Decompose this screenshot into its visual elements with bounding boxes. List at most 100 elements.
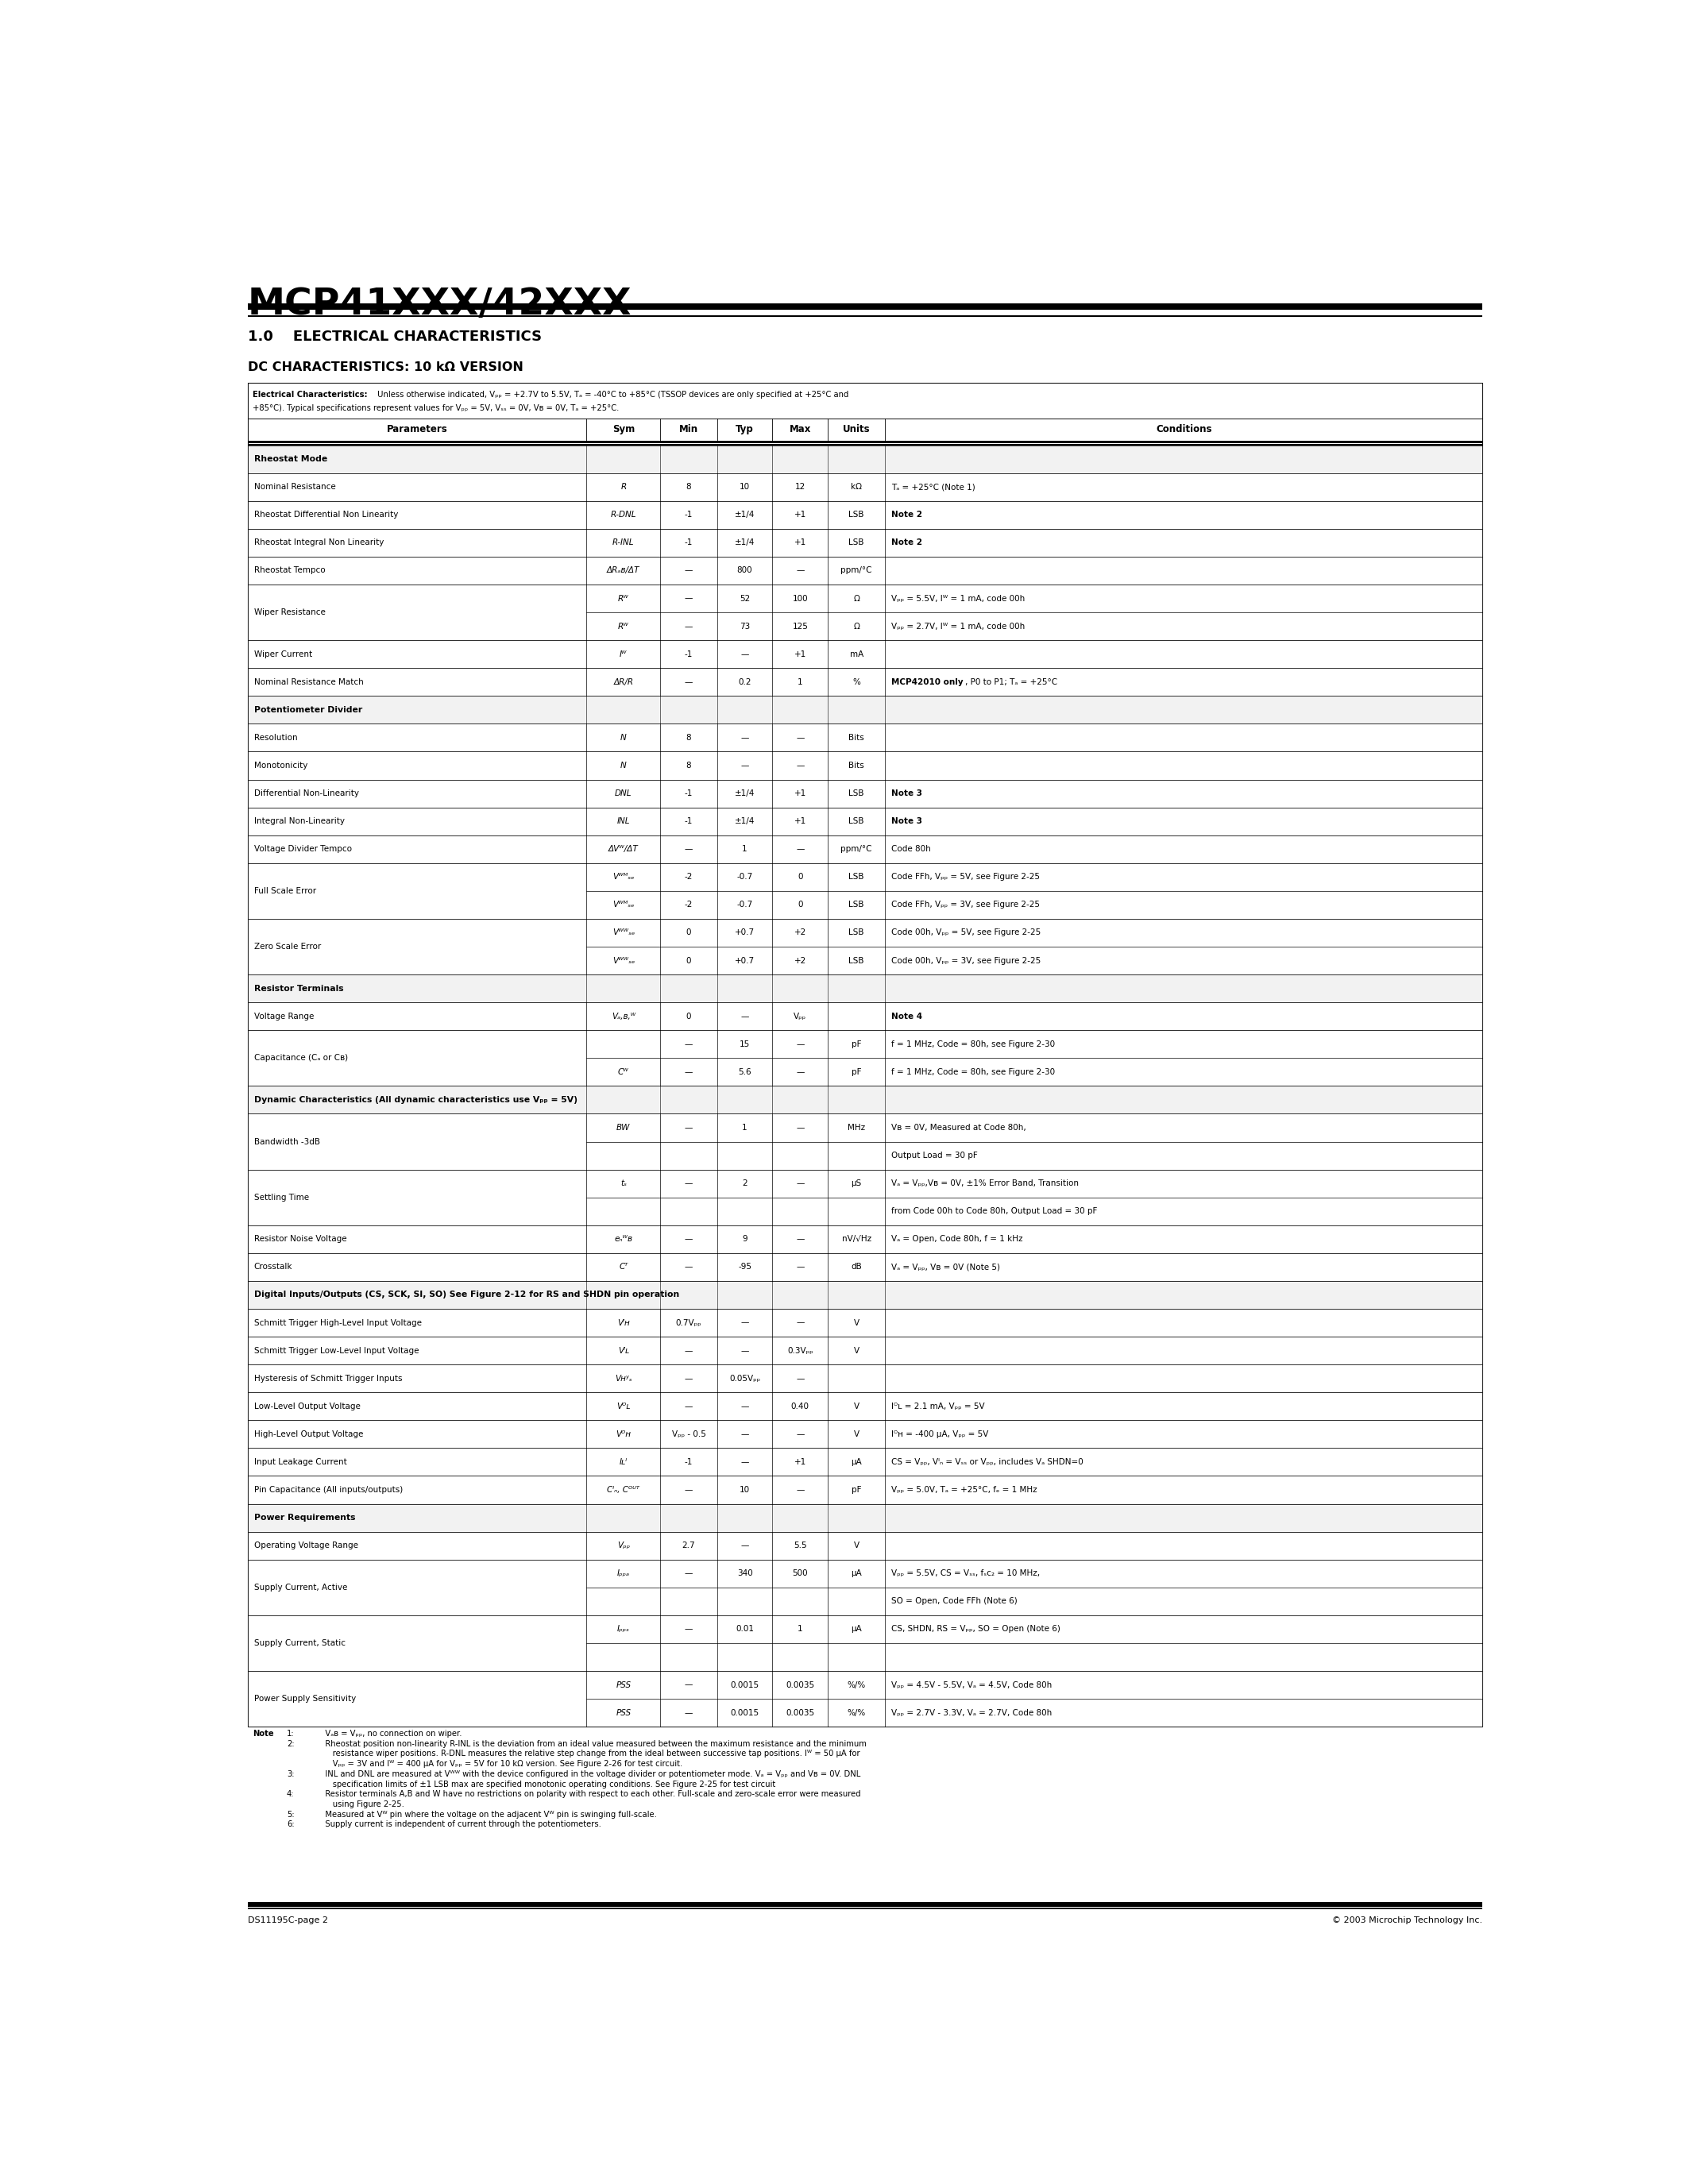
Text: Vʜʸₛ: Vʜʸₛ [614, 1374, 631, 1382]
Text: —: — [797, 1319, 803, 1326]
Bar [248, 1671, 1482, 1728]
Text: +0.7: +0.7 [734, 957, 755, 965]
Bar [248, 382, 1482, 1728]
Text: Rᵂ: Rᵂ [618, 622, 630, 631]
Bar [248, 585, 1482, 640]
Text: BW: BW [616, 1125, 630, 1131]
Text: -95: -95 [738, 1262, 751, 1271]
Text: 12: 12 [795, 483, 805, 491]
Text: +1: +1 [793, 511, 807, 520]
Text: Cᵂ: Cᵂ [618, 1068, 630, 1077]
Text: —: — [685, 1068, 692, 1077]
Text: -1: -1 [685, 788, 692, 797]
Text: Bits: Bits [849, 734, 864, 743]
Text: μA: μA [851, 1625, 863, 1634]
Text: 15: 15 [739, 1040, 749, 1048]
Text: 0.0015: 0.0015 [731, 1682, 760, 1688]
Text: Note 4: Note 4 [891, 1013, 922, 1020]
Text: 0.2: 0.2 [738, 677, 751, 686]
Text: © 2003 Microchip Technology Inc.: © 2003 Microchip Technology Inc. [1332, 1915, 1482, 1924]
Text: Supply current is independent of current through the potentiometers.: Supply current is independent of current… [317, 1821, 601, 1828]
Text: 0.0035: 0.0035 [787, 1682, 815, 1688]
Text: Vᴵʜ: Vᴵʜ [618, 1319, 630, 1326]
Text: Ω: Ω [854, 622, 859, 631]
Text: Pin Capacitance (All inputs/outputs): Pin Capacitance (All inputs/outputs) [255, 1485, 403, 1494]
Text: nV/√Hz: nV/√Hz [842, 1236, 871, 1243]
Text: Digital Inputs/Outputs (CS, SCK, SI, SO) See Figure 2-12 for RS and SHDN pin ope: Digital Inputs/Outputs (CS, SCK, SI, SO)… [255, 1291, 679, 1299]
Text: MCP41XXX/42XXX: MCP41XXX/42XXX [248, 286, 631, 323]
Text: Vₚₚ = 2.7V, Iᵂ = 1 mA, code 00h: Vₚₚ = 2.7V, Iᵂ = 1 mA, code 00h [891, 622, 1025, 631]
Text: ΔR/R: ΔR/R [613, 677, 633, 686]
Text: —: — [797, 1125, 803, 1131]
Text: Measured at Vᵂ pin where the voltage on the adjacent Vᵂ pin is swinging full-sca: Measured at Vᵂ pin where the voltage on … [317, 1811, 657, 1819]
Bar [248, 1225, 1482, 1254]
Text: Rheostat Integral Non Linearity: Rheostat Integral Non Linearity [255, 539, 383, 546]
Bar [248, 1420, 1482, 1448]
Text: ±1/4: ±1/4 [734, 511, 755, 520]
Text: LSB: LSB [849, 539, 864, 546]
Text: +85°C). Typical specifications represent values for Vₚₚ = 5V, Vₛₛ = 0V, Vʙ = 0V,: +85°C). Typical specifications represent… [253, 404, 619, 413]
Text: dB: dB [851, 1262, 863, 1271]
Bar [248, 1002, 1482, 1031]
Text: from Code 00h to Code 80h, Output Load = 30 pF: from Code 00h to Code 80h, Output Load =… [891, 1208, 1097, 1214]
Text: 800: 800 [738, 566, 753, 574]
Text: 0: 0 [797, 902, 803, 909]
Text: Differential Non-Linearity: Differential Non-Linearity [255, 788, 360, 797]
Text: Vʙ = 0V, Measured at Code 80h,: Vʙ = 0V, Measured at Code 80h, [891, 1125, 1026, 1131]
Text: μS: μS [851, 1179, 863, 1188]
Text: 0: 0 [685, 1013, 692, 1020]
Text: MHz: MHz [847, 1125, 866, 1131]
Bar [248, 446, 1482, 474]
Text: 125: 125 [792, 622, 809, 631]
Text: 1: 1 [743, 845, 748, 854]
Text: 1.0    ELECTRICAL CHARACTERISTICS: 1.0 ELECTRICAL CHARACTERISTICS [248, 330, 542, 343]
Text: ppm/°C: ppm/°C [841, 845, 873, 854]
Text: —: — [685, 594, 692, 603]
Text: ±1/4: ±1/4 [734, 539, 755, 546]
Text: Note 3: Note 3 [891, 788, 922, 797]
Text: 0: 0 [685, 928, 692, 937]
Text: Voltage Divider Tempco: Voltage Divider Tempco [255, 845, 351, 854]
Bar [248, 474, 1482, 500]
Text: %/%: %/% [847, 1708, 866, 1717]
Text: pF: pF [851, 1040, 861, 1048]
Text: ppm/°C: ppm/°C [841, 566, 873, 574]
Text: —: — [685, 1402, 692, 1411]
Text: Vᵂᴹₛₑ: Vᵂᴹₛₑ [613, 902, 635, 909]
Text: —: — [685, 1708, 692, 1717]
Text: Electrical Characteristics:: Electrical Characteristics: [253, 391, 368, 397]
Text: 340: 340 [738, 1570, 753, 1577]
Text: -2: -2 [685, 902, 692, 909]
Text: —: — [797, 1236, 803, 1243]
Text: Zero Scale Error: Zero Scale Error [255, 943, 321, 950]
Text: Input Leakage Current: Input Leakage Current [255, 1459, 346, 1465]
Text: Note: Note [253, 1730, 273, 1738]
Text: CS, SHDN, RS = Vₚₚ, SO = Open (Note 6): CS, SHDN, RS = Vₚₚ, SO = Open (Note 6) [891, 1625, 1060, 1634]
Text: LSB: LSB [849, 817, 864, 826]
Text: +2: +2 [793, 957, 807, 965]
Text: 0: 0 [685, 957, 692, 965]
Text: —: — [685, 677, 692, 686]
Text: Voltage Range: Voltage Range [255, 1013, 314, 1020]
Text: —: — [797, 1179, 803, 1188]
Text: 1:: 1: [287, 1730, 294, 1738]
Text: Rheostat Tempco: Rheostat Tempco [255, 566, 326, 574]
Text: Potentiometer Divider: Potentiometer Divider [255, 705, 363, 714]
Text: INL and DNL are measured at Vᵂᵂ with the device configured in the voltage divide: INL and DNL are measured at Vᵂᵂ with the… [317, 1769, 861, 1778]
Text: using Figure 2-25.: using Figure 2-25. [317, 1800, 403, 1808]
Bar [248, 723, 1482, 751]
Text: DNL: DNL [614, 788, 631, 797]
Bar [248, 1031, 1482, 1085]
Text: μA: μA [851, 1459, 863, 1465]
Text: Iᴼʜ = -400 μA, Vₚₚ = 5V: Iᴼʜ = -400 μA, Vₚₚ = 5V [891, 1431, 989, 1437]
Text: LSB: LSB [849, 928, 864, 937]
Text: Code FFh, Vₚₚ = 5V, see Figure 2-25: Code FFh, Vₚₚ = 5V, see Figure 2-25 [891, 874, 1040, 880]
Text: Vₚₚ = 5.5V, Iᵂ = 1 mA, code 00h: Vₚₚ = 5.5V, Iᵂ = 1 mA, code 00h [891, 594, 1025, 603]
Text: —: — [685, 1570, 692, 1577]
Text: PSS: PSS [616, 1708, 631, 1717]
Text: 8: 8 [685, 483, 692, 491]
Text: R-INL: R-INL [613, 539, 635, 546]
Bar [248, 1337, 1482, 1365]
Text: 0.3Vₚₚ: 0.3Vₚₚ [787, 1348, 814, 1354]
Text: kΩ: kΩ [851, 483, 863, 491]
